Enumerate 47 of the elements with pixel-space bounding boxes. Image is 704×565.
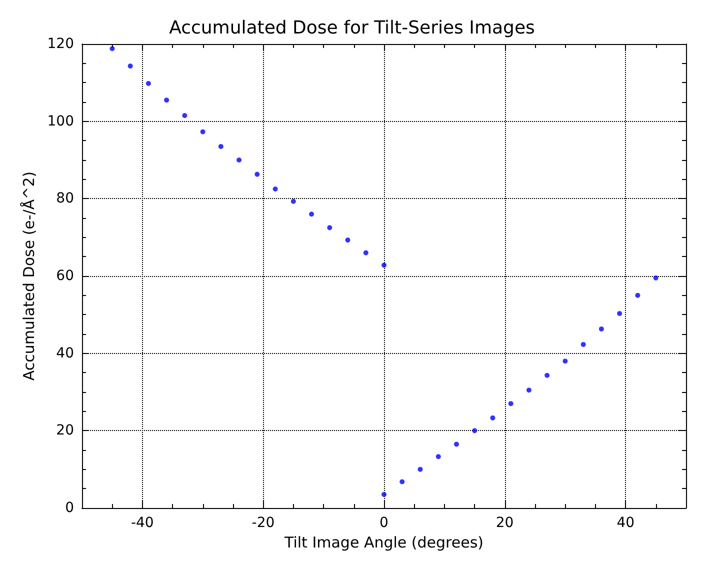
point xyxy=(617,311,622,316)
x-tick-label: -20 xyxy=(252,515,275,531)
point xyxy=(272,186,278,192)
point xyxy=(436,454,441,460)
x-axis-title: Tilt Image Angle (degrees) xyxy=(284,533,484,552)
y-tick-label: 20 xyxy=(56,422,74,439)
point xyxy=(544,372,550,378)
point xyxy=(236,158,242,162)
point xyxy=(363,250,368,256)
point xyxy=(110,46,115,52)
y-tick-label: 120 xyxy=(47,36,74,52)
point xyxy=(290,198,296,204)
point xyxy=(182,113,188,118)
point xyxy=(146,80,151,86)
y-tick-label: 100 xyxy=(47,113,74,130)
x-tick-label: -40 xyxy=(130,515,154,531)
y-tick-label: 0 xyxy=(65,500,74,516)
point xyxy=(309,212,314,217)
point xyxy=(526,388,532,393)
point xyxy=(490,415,496,420)
point xyxy=(635,292,640,298)
point xyxy=(327,225,332,230)
point xyxy=(598,326,604,332)
point xyxy=(345,238,350,243)
y-tick-label: 40 xyxy=(56,345,74,362)
point xyxy=(382,262,386,268)
x-tick-label: 0 xyxy=(380,515,388,531)
chart-title: Accumulated Dose for Tilt-Series Images xyxy=(169,18,535,38)
point xyxy=(562,358,568,364)
y-tick-label: 80 xyxy=(56,190,74,207)
point xyxy=(200,129,206,134)
point xyxy=(508,401,514,406)
point xyxy=(418,466,423,472)
y-tick-label: 60 xyxy=(56,268,74,284)
point xyxy=(472,428,478,434)
point xyxy=(164,98,170,103)
point xyxy=(254,172,260,177)
point xyxy=(382,492,386,497)
y-axis-title: Accumulated Dose (e-/Å^2) xyxy=(20,171,38,381)
point xyxy=(580,342,586,347)
x-tick-label: 20 xyxy=(496,515,514,531)
x-tick-label: 40 xyxy=(616,515,635,531)
point xyxy=(454,442,459,447)
point xyxy=(653,275,658,280)
point xyxy=(128,64,133,69)
point xyxy=(218,144,224,149)
point xyxy=(400,479,405,484)
